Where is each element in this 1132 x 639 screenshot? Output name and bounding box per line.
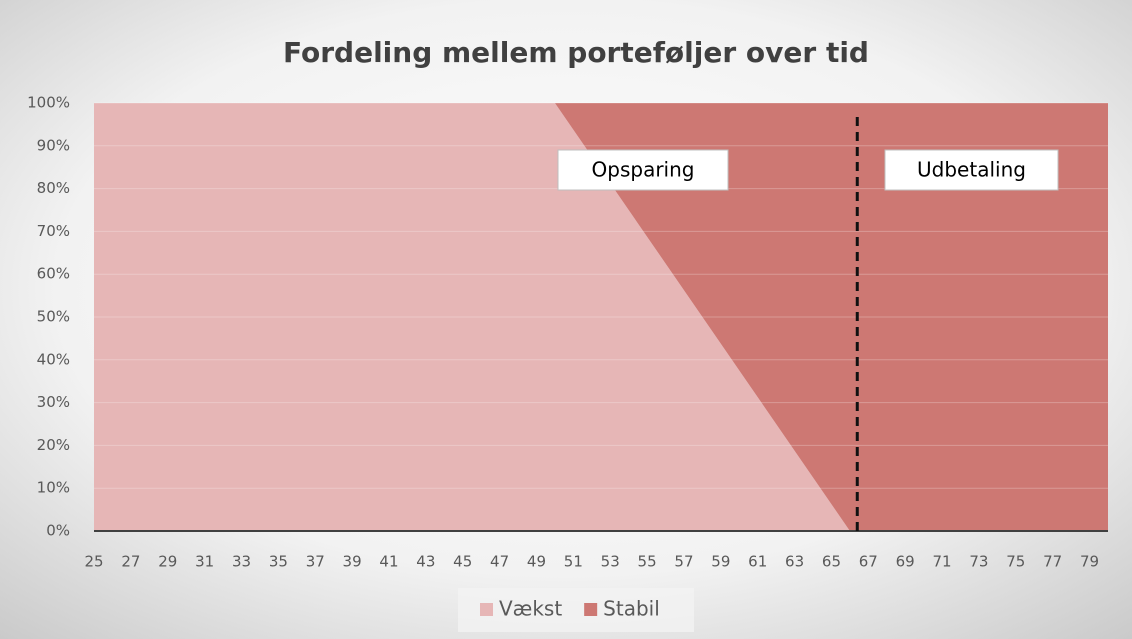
x-tick-label: 57 <box>674 553 693 571</box>
annotation-box <box>557 149 729 191</box>
y-tick-label: 60% <box>37 265 70 283</box>
x-tick-label: 63 <box>785 553 804 571</box>
y-tick-label: 0% <box>46 522 70 540</box>
area <box>94 103 1108 531</box>
x-tick-label: 55 <box>638 553 657 571</box>
y-tick-label: 10% <box>37 479 70 497</box>
y-tick-label: 20% <box>37 436 70 454</box>
legend-swatch <box>480 603 493 616</box>
x-tick-label: 67 <box>859 553 878 571</box>
x-tick-label: 25 <box>84 553 103 571</box>
area <box>94 103 1108 531</box>
legend-box <box>458 588 694 632</box>
x-tick-label: 65 <box>822 553 841 571</box>
annotation-box <box>884 149 1059 191</box>
annotation: Udbetaling <box>917 158 1026 182</box>
x-tick-label: 33 <box>232 553 251 571</box>
x-tick-label: 39 <box>343 553 362 571</box>
y-tick-label: 70% <box>37 222 70 240</box>
x-tick-label: 71 <box>933 553 952 571</box>
x-tick-label: 69 <box>896 553 915 571</box>
x-tick-label: 43 <box>416 553 435 571</box>
x-tick-label: 53 <box>601 553 620 571</box>
x-tick-label: 31 <box>195 553 214 571</box>
x-tick-label: 51 <box>564 553 583 571</box>
y-tick-label: 40% <box>37 350 70 368</box>
y-tick-label: 30% <box>37 393 70 411</box>
x-tick-label: 35 <box>269 553 288 571</box>
x-tick-label: 75 <box>1006 553 1025 571</box>
x-tick-label: 59 <box>711 553 730 571</box>
y-tick-label: 90% <box>37 136 70 154</box>
annotation: Opsparing <box>592 158 695 182</box>
x-tick-label: 49 <box>527 553 546 571</box>
x-tick-label: 73 <box>969 553 988 571</box>
y-tick-label: 100% <box>27 94 70 112</box>
x-tick-label: 27 <box>121 553 140 571</box>
y-tick-label: 50% <box>37 308 70 326</box>
x-tick-label: 47 <box>490 553 509 571</box>
x-tick-label: 61 <box>748 553 767 571</box>
x-tick-label: 77 <box>1043 553 1062 571</box>
x-tick-label: 41 <box>379 553 398 571</box>
x-tick-label: 79 <box>1080 553 1099 571</box>
legend-label: Vækst <box>499 597 562 621</box>
x-tick-label: 37 <box>306 553 325 571</box>
x-tick-label: 45 <box>453 553 472 571</box>
y-tick-label: 80% <box>37 179 70 197</box>
chart-title: Fordeling mellem porteføljer over tid <box>283 36 869 69</box>
legend-swatch <box>584 603 598 616</box>
x-tick-label: 29 <box>158 553 177 571</box>
legend-label: Stabil <box>603 597 660 621</box>
